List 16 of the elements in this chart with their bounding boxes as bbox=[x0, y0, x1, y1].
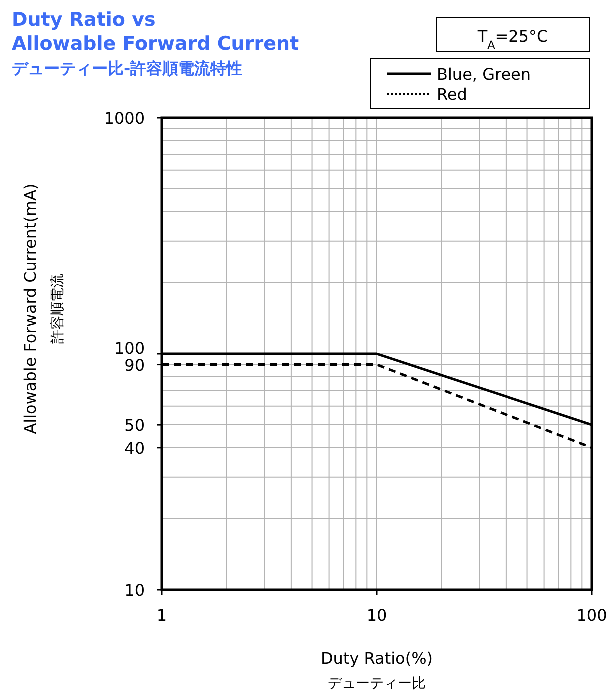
y-tick-label: 100 bbox=[114, 338, 145, 358]
y-tick-label: 1000 bbox=[104, 109, 145, 128]
chart-title: Duty Ratio vs Allowable Forward Current bbox=[12, 9, 300, 55]
legend-label: Blue, Green bbox=[437, 65, 532, 84]
x-tick-label: 10 bbox=[366, 606, 388, 625]
x-axis-title: Duty Ratio(%) デューティー比 bbox=[320, 649, 434, 692]
legend-label: Red bbox=[437, 85, 468, 104]
y-axis-title: Allowable Forward Current(mA) 許容順電流 bbox=[21, 184, 66, 434]
y-tick-label: 90 bbox=[124, 356, 145, 375]
chart-subtitle: デューティー比-許容順電流特性 bbox=[12, 59, 243, 78]
text: T$_{A}$=25°C bbox=[476, 27, 548, 52]
x-tick-label: 100 bbox=[576, 606, 608, 625]
y-tick-label: 10 bbox=[124, 581, 145, 600]
y-tick-label: 40 bbox=[124, 438, 145, 458]
x-tick-label: 1 bbox=[156, 606, 168, 625]
y-tick-label: 50 bbox=[124, 416, 145, 436]
